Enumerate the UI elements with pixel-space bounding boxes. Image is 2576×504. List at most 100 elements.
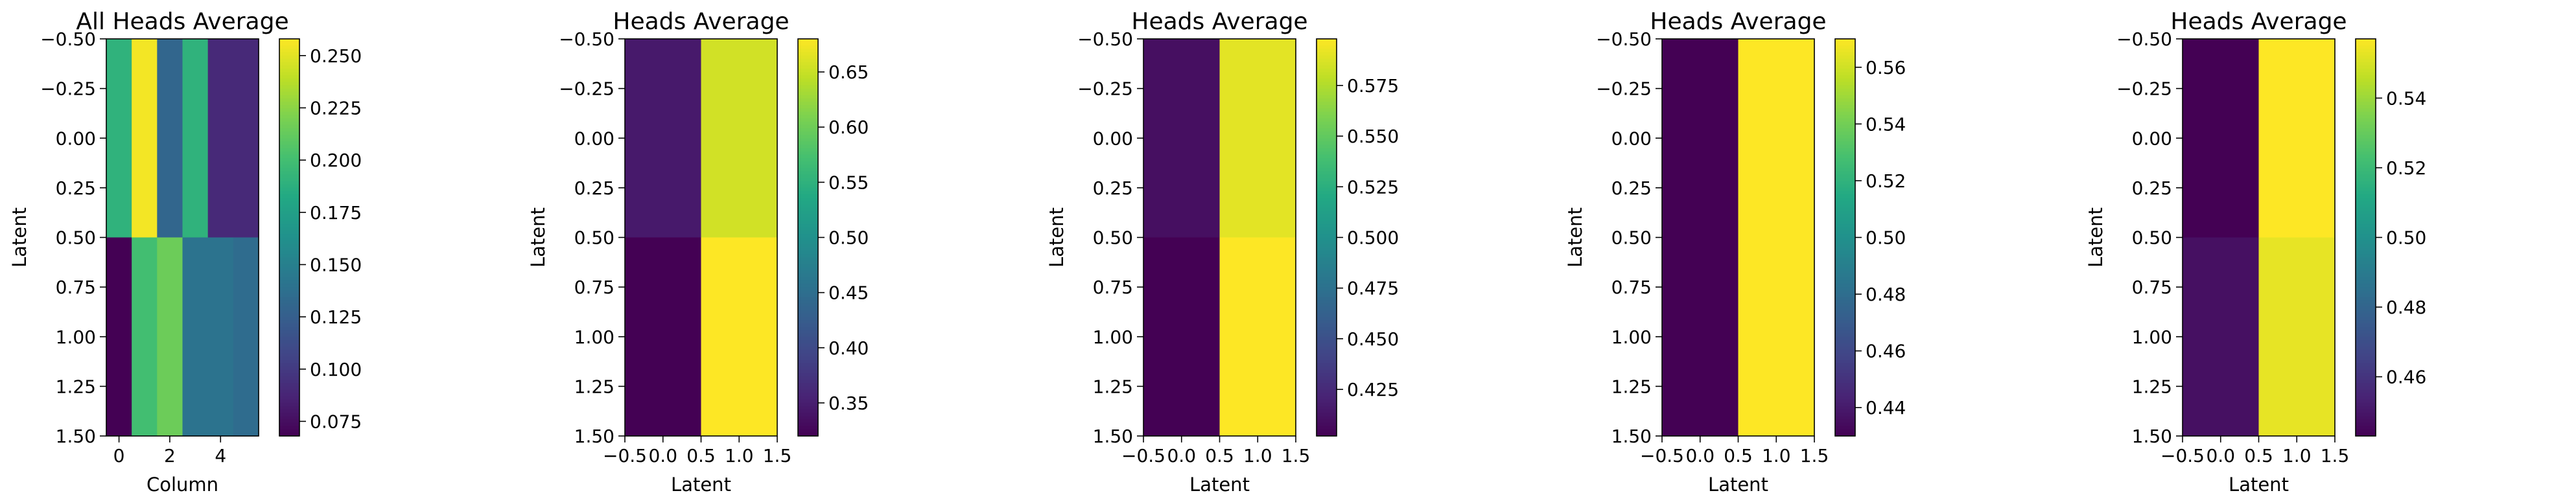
- colorbar-segment: [2356, 198, 2376, 201]
- colorbar-segment: [798, 336, 818, 341]
- colorbar-segment: [1835, 386, 1855, 391]
- colorbar-segment: [2356, 426, 2376, 430]
- colorbar-segment: [1835, 317, 1855, 321]
- colorbar-segment: [279, 320, 299, 324]
- colorbar-segment: [1317, 168, 1337, 172]
- colorbar-segment: [798, 339, 818, 344]
- colorbar-segment: [1317, 320, 1337, 324]
- colorbar-segment: [1317, 72, 1337, 76]
- colorbar-segment: [1835, 49, 1855, 53]
- colorbar-segment: [1835, 270, 1855, 275]
- colorbar-segment: [279, 98, 299, 102]
- colorbar-segment: [1317, 237, 1337, 242]
- colorbar-segment: [2356, 257, 2376, 261]
- colorbar-segment: [1317, 49, 1337, 53]
- colorbar-segment: [1835, 363, 1855, 367]
- colorbar-segment: [279, 118, 299, 122]
- colorbar-segment: [1835, 376, 1855, 380]
- colorbar-segment: [279, 429, 299, 433]
- colorbar-tick-label: 0.46: [2386, 367, 2426, 388]
- colorbar-segment: [1835, 68, 1855, 73]
- colorbar-segment: [279, 369, 299, 374]
- colorbar-segment: [798, 317, 818, 321]
- colorbar-segment: [279, 317, 299, 321]
- colorbar-segment: [798, 201, 818, 205]
- colorbar-segment: [1835, 372, 1855, 377]
- colorbar-segment: [1835, 111, 1855, 116]
- colorbar-segment: [2356, 313, 2376, 317]
- colorbar-segment: [798, 234, 818, 238]
- colorbar-segment: [798, 217, 818, 222]
- colorbar-tick-label: 0.35: [828, 393, 869, 414]
- colorbar-segment: [2356, 399, 2376, 404]
- colorbar-segment: [2356, 78, 2376, 83]
- colorbar-segment: [798, 128, 818, 132]
- colorbar-segment: [279, 95, 299, 99]
- colorbar-segment: [1317, 300, 1337, 304]
- colorbar-segment: [2356, 402, 2376, 407]
- colorbar-segment: [1835, 244, 1855, 248]
- colorbar-segment: [2356, 132, 2376, 135]
- colorbar-segment: [279, 326, 299, 331]
- colorbar-tick-label: 0.48: [2386, 297, 2426, 318]
- colorbar-segment: [1835, 353, 1855, 357]
- heatmap-cell: [233, 39, 259, 238]
- colorbar-segment: [279, 297, 299, 301]
- colorbar-segment: [1835, 300, 1855, 304]
- x-tick-label: 1.5: [1800, 445, 1829, 466]
- colorbar-segment: [1317, 62, 1337, 66]
- colorbar-segment: [2356, 231, 2376, 235]
- colorbar-tick-label: 0.60: [828, 117, 869, 138]
- colorbar-segment: [2356, 422, 2376, 427]
- colorbar-segment: [1317, 165, 1337, 168]
- x-tick-label: 1.0: [2282, 445, 2312, 466]
- colorbar-segment: [1835, 290, 1855, 294]
- colorbar-segment: [279, 72, 299, 76]
- y-tick-label: 0.25: [56, 178, 96, 199]
- colorbar-segment: [1835, 413, 1855, 417]
- colorbar-segment: [279, 389, 299, 394]
- colorbar-segment: [1317, 240, 1337, 245]
- colorbar-segment: [798, 214, 818, 218]
- colorbar-segment: [1835, 214, 1855, 218]
- colorbar-segment: [1835, 280, 1855, 284]
- colorbar-segment: [1317, 91, 1337, 96]
- colorbar-segment: [279, 339, 299, 344]
- colorbar-segment: [2356, 204, 2376, 209]
- y-tick-label: −0.50: [2116, 29, 2172, 50]
- y-tick-label: 1.00: [1611, 326, 1652, 348]
- colorbar-segment: [1317, 75, 1337, 79]
- colorbar-segment: [798, 297, 818, 301]
- colorbar-segment: [2356, 290, 2376, 294]
- colorbar-segment: [279, 273, 299, 278]
- colorbar-segment: [1317, 326, 1337, 331]
- x-tick-label: 1.0: [1243, 445, 1272, 466]
- colorbar-segment: [1835, 336, 1855, 341]
- colorbar-segment: [1835, 366, 1855, 371]
- colorbar-segment: [798, 422, 818, 427]
- colorbar-segment: [798, 148, 818, 152]
- y-tick-label: 0.00: [2132, 128, 2172, 149]
- colorbar-segment: [1835, 267, 1855, 271]
- colorbar-segment: [1317, 135, 1337, 139]
- heatmap-cell: [625, 237, 702, 437]
- colorbar-segment: [2356, 409, 2376, 413]
- colorbar-segment: [1317, 85, 1337, 89]
- colorbar-segment: [279, 353, 299, 357]
- chart-title: Heads Average: [1131, 8, 1307, 35]
- colorbar-segment: [798, 333, 818, 338]
- colorbar-tick-label: 0.125: [310, 306, 362, 328]
- colorbar-segment: [798, 204, 818, 209]
- y-tick-label: 0.75: [1611, 277, 1652, 298]
- colorbar-tick-label: 0.550: [1347, 126, 1399, 147]
- colorbar-segment: [1317, 151, 1337, 155]
- colorbar-segment: [798, 406, 818, 410]
- colorbar-segment: [279, 350, 299, 354]
- x-tick-label: 4: [215, 445, 226, 466]
- colorbar-segment: [1835, 237, 1855, 242]
- colorbar-segment: [1835, 105, 1855, 109]
- colorbar-segment: [798, 389, 818, 394]
- colorbar-segment: [2356, 121, 2376, 126]
- colorbar-segment: [279, 151, 299, 155]
